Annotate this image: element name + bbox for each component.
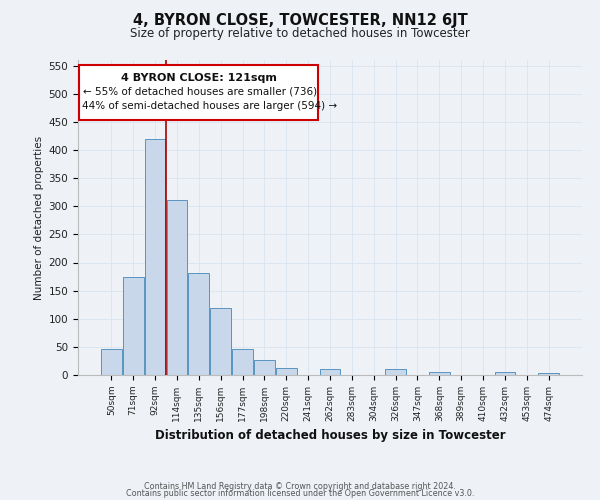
Bar	[385, 370, 406, 375]
Bar	[276, 368, 296, 375]
Bar	[167, 200, 187, 375]
Bar	[494, 372, 515, 375]
Text: 4 BYRON CLOSE: 121sqm: 4 BYRON CLOSE: 121sqm	[121, 72, 277, 83]
Bar	[101, 348, 122, 375]
Text: Contains HM Land Registry data © Crown copyright and database right 2024.: Contains HM Land Registry data © Crown c…	[144, 482, 456, 491]
Text: Contains public sector information licensed under the Open Government Licence v3: Contains public sector information licen…	[126, 490, 474, 498]
Bar	[188, 272, 209, 375]
Bar	[123, 276, 143, 375]
X-axis label: Distribution of detached houses by size in Towcester: Distribution of detached houses by size …	[155, 430, 505, 442]
Bar	[538, 374, 559, 375]
Bar	[320, 370, 340, 375]
Text: ← 55% of detached houses are smaller (736): ← 55% of detached houses are smaller (73…	[83, 87, 317, 97]
FancyBboxPatch shape	[79, 64, 319, 120]
Text: 4, BYRON CLOSE, TOWCESTER, NN12 6JT: 4, BYRON CLOSE, TOWCESTER, NN12 6JT	[133, 12, 467, 28]
Bar	[232, 348, 253, 375]
Bar	[210, 308, 231, 375]
Text: 44% of semi-detached houses are larger (594) →: 44% of semi-detached houses are larger (…	[82, 101, 337, 111]
Bar	[145, 138, 166, 375]
Bar	[254, 360, 275, 375]
Bar	[429, 372, 450, 375]
Y-axis label: Number of detached properties: Number of detached properties	[34, 136, 44, 300]
Text: Size of property relative to detached houses in Towcester: Size of property relative to detached ho…	[130, 28, 470, 40]
